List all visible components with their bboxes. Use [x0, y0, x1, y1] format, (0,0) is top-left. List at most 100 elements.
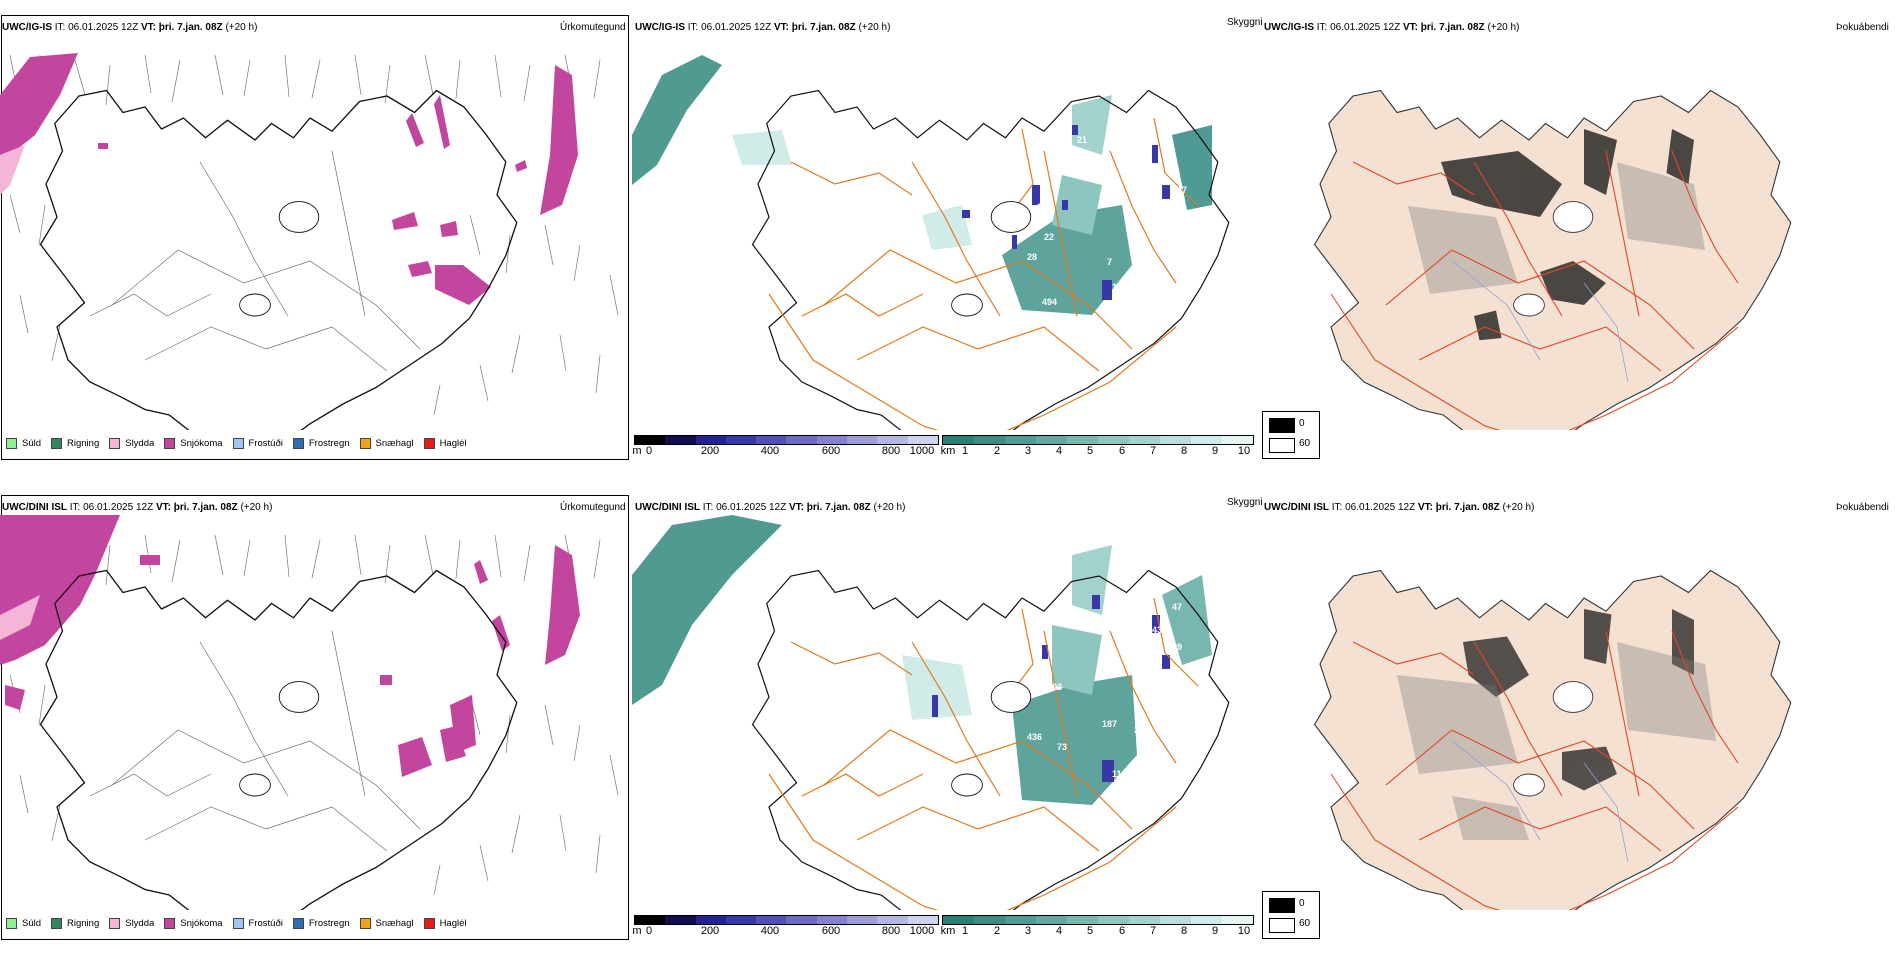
- legend-item-snjokoma: Snjókoma: [164, 917, 223, 929]
- model-name: UWC/DINI ISL: [635, 502, 700, 513]
- model-name: UWC/DINI ISL: [1264, 502, 1329, 513]
- vt-label: VT:: [140, 22, 156, 33]
- legend-item-haglel: Haglél: [423, 437, 467, 449]
- panel-header: UWC/IG-IS IT: 06.01.2025 12Z VT: þri. 7.…: [2, 22, 257, 33]
- visibility-panel: UWC/DINI ISL IT: 06.01.2025 12Z VT: þri.…: [632, 495, 1264, 965]
- legend-item-snaehagl: Snæhagl: [359, 437, 414, 449]
- visibility-bar: [942, 435, 1254, 445]
- panel-title: Þokuábendi: [1836, 502, 1889, 513]
- precip-type-panel: UWC/DINI ISL IT: 06.01.2025 12Z VT: þri.…: [0, 495, 632, 965]
- row-igis: UWC/IG-IS IT: 06.01.2025 12Z VT: þri. 7.…: [0, 15, 1900, 485]
- init-time: 06.01.2025 12Z: [83, 502, 154, 513]
- legend-item-frostudi: Frostúði: [232, 437, 283, 449]
- svg-text:436: 436: [1027, 732, 1042, 742]
- fog-map: [1313, 569, 1792, 910]
- svg-text:22: 22: [1044, 232, 1054, 242]
- ceiling-colorbar: m 0 200 400 600 800 1000: [632, 915, 939, 937]
- svg-text:11: 11: [1112, 769, 1122, 779]
- fog-map: [1313, 89, 1792, 430]
- lead-time: (+20 h): [240, 502, 273, 513]
- svg-text:21: 21: [1077, 135, 1087, 145]
- panel-title: Skyggni: [1227, 17, 1263, 28]
- svg-text:47: 47: [1172, 602, 1182, 612]
- valid-time: þri. 7.jan. 08Z: [806, 502, 871, 513]
- fog-legend-white: [1269, 438, 1295, 453]
- legend-item-snjokoma: Snjókoma: [164, 437, 223, 449]
- it-label: IT:: [54, 22, 66, 33]
- panel-header: UWC/IG-IS IT: 06.01.2025 12Z VT: þri. 7.…: [635, 22, 891, 33]
- fog-panel: UWC/IG-IS IT: 06.01.2025 12Z VT: þri. 7.…: [1262, 15, 1900, 485]
- visibility-panel: UWC/IG-IS IT: 06.01.2025 12Z VT: þri. 7.…: [632, 15, 1264, 485]
- precip-map: [0, 515, 619, 910]
- lead-time: (+20 h): [873, 502, 906, 513]
- visibility-bar: [942, 915, 1254, 925]
- legend-item-frostudi: Frostúði: [232, 917, 283, 929]
- fog-legend-black: [1269, 418, 1295, 433]
- svg-text:29: 29: [890, 199, 900, 209]
- precip-legend: Súld Rigning Slydda Snjókoma Frostúði Fr…: [2, 911, 467, 935]
- visibility-map: 47 43 29 203 436 73 187 11 3: [632, 515, 1230, 910]
- valid-time: þri. 7.jan. 08Z: [791, 22, 856, 33]
- legend-item-haglel: Haglél: [423, 917, 467, 929]
- row-dini: UWC/DINI ISL IT: 06.01.2025 12Z VT: þri.…: [0, 495, 1900, 965]
- precip-map-frame: [1, 495, 629, 940]
- precip-map-frame: [1, 15, 629, 460]
- precip-legend: Súld Rigning Slydda Snjókoma Frostúði Fr…: [2, 431, 467, 455]
- visibility-colorbar: km 1 2 3 4 5 6 7 8 9 10: [940, 915, 1254, 937]
- legend-item-slydda: Slydda: [109, 437, 154, 449]
- panel-title: Úrkomutegund: [560, 502, 626, 513]
- svg-text:377: 377: [992, 272, 1007, 282]
- ceiling-bar: [634, 435, 939, 445]
- init-time: 06.01.2025 12Z: [701, 22, 772, 33]
- lead-time: (+20 h): [225, 22, 258, 33]
- visibility-map: 21 47 29 17 22 350 28 377 7 192 494: [632, 55, 1230, 430]
- model-name: UWC/DINI ISL: [2, 502, 67, 513]
- legend-item-frostregn: Frostregn: [292, 437, 350, 449]
- fog-legend: 0 60: [1262, 891, 1320, 939]
- visibility-ticks: km 1 2 3 4 5 6 7 8 9 10: [940, 445, 1251, 457]
- panel-header: UWC/DINI ISL IT: 06.01.2025 12Z VT: þri.…: [635, 502, 906, 513]
- init-time: 06.01.2025 12Z: [68, 22, 139, 33]
- panel-title: Úrkomutegund: [560, 22, 626, 33]
- svg-text:47: 47: [1177, 185, 1187, 195]
- lead-time: (+20 h): [858, 22, 891, 33]
- svg-text:3: 3: [1134, 725, 1139, 735]
- valid-time: þri. 7.jan. 08Z: [173, 502, 238, 513]
- fog-legend: 0 60: [1262, 411, 1320, 459]
- precip-type-panel: UWC/IG-IS IT: 06.01.2025 12Z VT: þri. 7.…: [0, 15, 632, 485]
- svg-text:203: 203: [1047, 682, 1062, 692]
- svg-text:43: 43: [1152, 625, 1162, 635]
- legend-item-slydda: Slydda: [109, 917, 154, 929]
- legend-item-rigning: Rigning: [51, 437, 99, 449]
- visibility-ticks: km 1 2 3 4 5 6 7 8 9 10: [940, 925, 1251, 937]
- svg-text:350: 350: [1167, 202, 1182, 212]
- valid-time: þri. 7.jan. 08Z: [158, 22, 223, 33]
- legend-item-snaehagl: Snæhagl: [359, 917, 414, 929]
- ceiling-ticks: m 0 200 400 600 800 1000: [632, 445, 935, 457]
- legend-item-rigning: Rigning: [51, 917, 99, 929]
- fog-panel: UWC/DINI ISL IT: 06.01.2025 12Z VT: þri.…: [1262, 495, 1900, 965]
- panel-header: UWC/DINI ISL IT: 06.01.2025 12Z VT: þri.…: [2, 502, 273, 513]
- panel-title: Skyggni: [1227, 497, 1263, 508]
- legend-item-sudl: Súld: [6, 437, 41, 449]
- panel-header: UWC/IG-IS IT: 06.01.2025 12Z VT: þri. 7.…: [1264, 22, 1520, 33]
- svg-text:494: 494: [1042, 297, 1057, 307]
- panel-header: UWC/DINI ISL IT: 06.01.2025 12Z VT: þri.…: [1264, 502, 1535, 513]
- init-time: 06.01.2025 12Z: [716, 502, 787, 513]
- fog-legend-black: [1269, 898, 1295, 913]
- model-name: UWC/IG-IS: [2, 22, 52, 33]
- panel-title: Þokuábendi: [1836, 22, 1889, 33]
- ceiling-ticks: m 0 200 400 600 800 1000: [632, 925, 935, 937]
- svg-text:192: 192: [1112, 282, 1127, 292]
- fog-legend-white: [1269, 918, 1295, 933]
- legend-item-sudl: Súld: [6, 917, 41, 929]
- svg-text:29: 29: [1172, 642, 1182, 652]
- svg-text:73: 73: [1057, 742, 1067, 752]
- model-name: UWC/IG-IS: [1264, 22, 1314, 33]
- svg-text:187: 187: [1102, 719, 1117, 729]
- svg-text:17: 17: [1037, 202, 1047, 212]
- model-name: UWC/IG-IS: [635, 22, 685, 33]
- ceiling-colorbar: m 0 200 400 600 800 1000: [632, 435, 939, 457]
- visibility-colorbar: km 1 2 3 4 5 6 7 8 9 10: [940, 435, 1254, 457]
- svg-text:7: 7: [1107, 257, 1112, 267]
